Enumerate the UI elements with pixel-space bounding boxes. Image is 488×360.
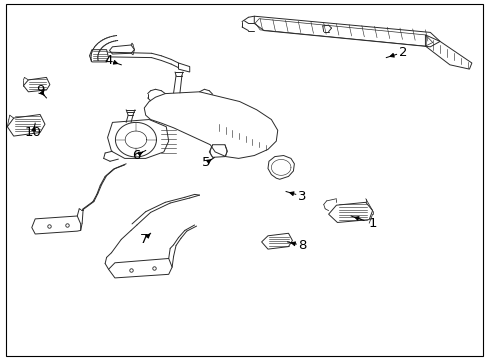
Text: 5: 5 [202,156,210,169]
Text: 7: 7 [140,233,148,246]
Text: 2: 2 [398,46,407,59]
Text: 9: 9 [36,84,44,97]
Text: 10: 10 [25,126,41,139]
Text: 8: 8 [297,239,306,252]
Text: 4: 4 [104,54,113,67]
Text: 3: 3 [297,190,306,203]
Text: 6: 6 [131,149,140,162]
Text: 1: 1 [367,217,376,230]
